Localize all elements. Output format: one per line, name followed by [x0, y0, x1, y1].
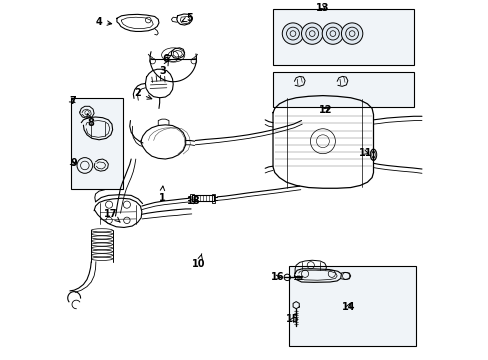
Text: 15: 15	[285, 314, 299, 324]
Text: 13: 13	[316, 3, 329, 13]
Text: 10: 10	[192, 254, 205, 269]
Text: 2: 2	[134, 88, 151, 99]
Text: 12: 12	[318, 105, 332, 115]
Bar	[190, 194, 194, 203]
Text: 7: 7	[69, 96, 76, 106]
Text: 16: 16	[270, 273, 284, 282]
Circle shape	[322, 23, 343, 44]
Text: 4: 4	[96, 17, 111, 27]
Text: 5: 5	[182, 13, 192, 23]
Circle shape	[301, 23, 322, 44]
Text: 1: 1	[158, 186, 165, 203]
Text: 6: 6	[162, 54, 171, 63]
Bar	[70, 98, 123, 189]
Text: 17: 17	[104, 209, 120, 222]
Text: 14: 14	[341, 302, 355, 312]
Bar	[272, 9, 413, 65]
Text: 11: 11	[358, 148, 372, 158]
Bar	[288, 266, 415, 346]
Circle shape	[341, 23, 362, 44]
Text: 18: 18	[187, 196, 200, 206]
Text: 9: 9	[70, 158, 77, 168]
Text: 8: 8	[86, 114, 94, 128]
Bar	[272, 72, 413, 107]
Circle shape	[282, 23, 303, 44]
Bar	[211, 194, 215, 203]
Text: 3: 3	[159, 60, 168, 76]
